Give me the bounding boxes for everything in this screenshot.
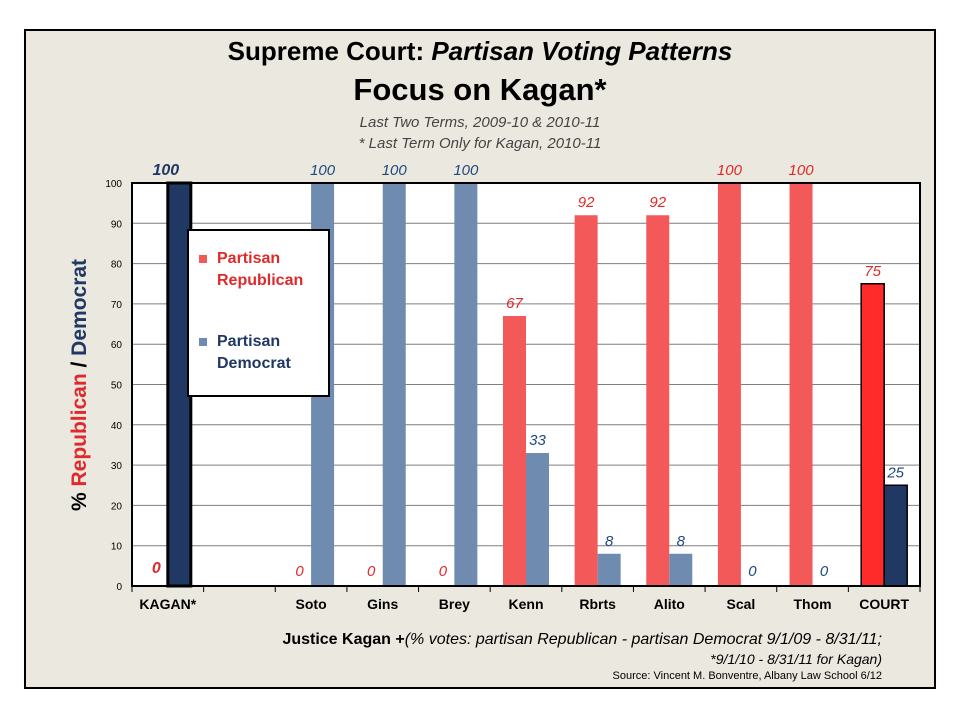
chart-title-focus: Focus on Kagan* <box>353 72 607 107</box>
y-tick-label: 60 <box>111 340 123 351</box>
y-tick-label: 40 <box>111 421 123 432</box>
x-tick-label: COURT <box>859 596 909 612</box>
bar-republican <box>503 315 526 586</box>
data-label-republican: 67 <box>506 295 523 312</box>
legend-dem-line1: Partisan <box>217 333 281 350</box>
y-tick-label: 90 <box>111 219 123 230</box>
data-label-democrat: 0 <box>748 563 757 580</box>
y-tick-label: 30 <box>111 461 123 472</box>
y-tick-label: 20 <box>111 501 123 512</box>
footer-lead: Justice Kagan + <box>282 631 405 648</box>
y-tick-label: 50 <box>111 381 123 392</box>
data-label-democrat: 100 <box>382 162 408 179</box>
data-label-republican: 92 <box>649 194 666 211</box>
data-label-democrat: 8 <box>605 533 614 550</box>
x-tick-label: Rbrts <box>579 596 616 612</box>
legend-rep-line1: Partisan <box>217 250 281 267</box>
bar-republican <box>789 183 813 586</box>
data-label-democrat: 100 <box>310 162 336 179</box>
bar-republican <box>646 215 670 587</box>
bar-democrat <box>597 553 621 586</box>
data-label-republican: 0 <box>439 563 448 580</box>
data-label-republican: 0 <box>367 563 376 580</box>
title-main: Supreme Court: <box>227 36 432 66</box>
source-note: Source: Vincent M. Bonventre, Albany Law… <box>612 670 882 682</box>
footer-note-2: *9/1/10 - 8/31/11 for Kagan) <box>710 651 882 667</box>
x-tick-label: Thom <box>793 596 831 612</box>
y-tick-label: 70 <box>111 300 123 311</box>
y-tick-label: 80 <box>111 260 123 271</box>
x-tick-label: Brey <box>439 596 470 612</box>
y-tick-label: 100 <box>105 179 122 190</box>
data-label-democrat: 100 <box>453 162 479 179</box>
bar-democrat <box>526 453 549 586</box>
x-tick-label: Alito <box>654 596 685 612</box>
chart-title: Supreme Court: Partisan Voting Patterns <box>24 36 936 67</box>
bar-republican <box>574 215 598 587</box>
data-label-republican: 92 <box>578 194 595 211</box>
title-italic: Partisan Voting Patterns <box>431 36 733 66</box>
footer-note: Justice Kagan +(% votes: partisan Republ… <box>282 631 882 649</box>
y-tick-label: 10 <box>111 542 123 553</box>
chart-subtitle-2: * Last Term Only for Kagan, 2010-11 <box>358 135 602 152</box>
bar-democrat <box>382 183 406 586</box>
x-tick-label: Scal <box>727 596 756 612</box>
chart-subtitle-1: Last Two Terms, 2009-10 & 2010-11 <box>359 114 601 131</box>
data-label-republican: 0 <box>152 560 161 577</box>
bar-democrat <box>454 183 478 586</box>
data-label-democrat: 8 <box>677 533 686 550</box>
bar-republican <box>860 283 885 587</box>
data-label-republican: 75 <box>864 263 881 280</box>
legend-swatch-democrat <box>199 338 207 346</box>
data-label-republican: 100 <box>789 162 815 179</box>
y-tick-label: 0 <box>116 582 122 593</box>
data-label-republican: 100 <box>717 162 743 179</box>
data-label-republican: 0 <box>295 563 304 580</box>
bar-democrat <box>883 484 908 587</box>
data-label-democrat: 0 <box>820 563 829 580</box>
legend-swatch-republican <box>199 255 207 263</box>
x-tick-label: Kenn <box>509 596 544 612</box>
legend-dem-line2: Democrat <box>217 355 291 372</box>
bar-republican <box>717 183 741 586</box>
legend-rep-line2: Republican <box>217 272 304 289</box>
data-label-democrat: 100 <box>152 162 179 179</box>
legend: Partisan Republican Partisan Democrat <box>187 229 330 397</box>
x-tick-label: KAGAN* <box>139 596 196 612</box>
x-tick-label: Gins <box>367 596 398 612</box>
data-label-democrat: 33 <box>529 432 546 449</box>
bar-democrat <box>669 553 693 586</box>
x-tick-label: Soto <box>296 596 327 612</box>
plot-border <box>131 182 921 587</box>
data-label-democrat: 25 <box>886 464 904 481</box>
footer-note-text: (% votes: partisan Republican - partisan… <box>404 631 882 648</box>
